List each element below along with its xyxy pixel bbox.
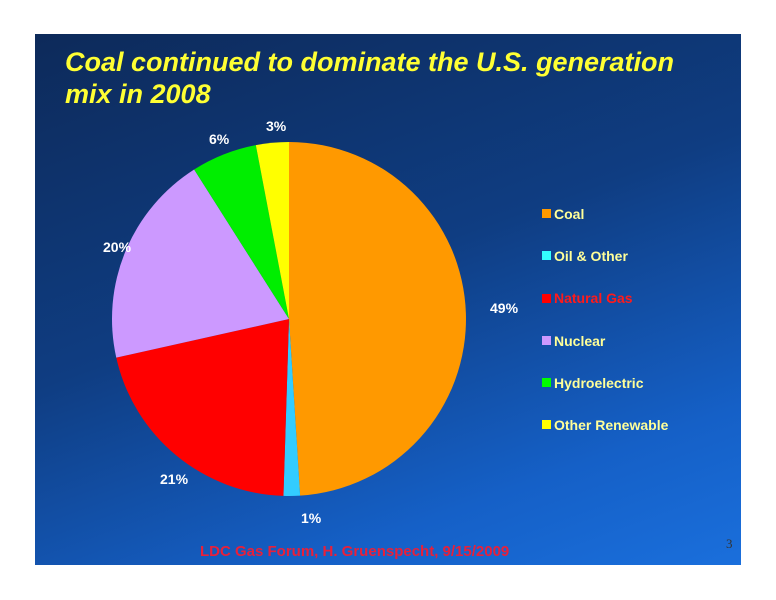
pie-slice-oil-other [283,319,301,496]
slide-title: Coal continued to dominate the U.S. gene… [65,47,675,109]
legend-label: Other Renewable [554,416,669,433]
legend-item: Other Renewable [542,416,668,434]
pie-slice-other-renewable [255,142,289,319]
legend-swatch [542,293,551,303]
pie-percent-label: 20% [103,239,132,255]
legend-label: Coal [554,205,585,222]
pie-chart: 49% 1% 21% 20% 6% 3% [103,118,519,526]
pie-percent-label: 21% [160,471,189,487]
legend-label: Oil & Other [554,247,628,264]
legend-label: Nuclear [554,332,606,349]
pie-slices [111,142,466,496]
pie-percent-label: 1% [301,510,322,526]
pie-slice-hydroelectric [194,145,289,319]
legend-item: Nuclear [542,332,605,350]
page-number: 3 [726,536,733,551]
legend-swatch [542,378,551,388]
legend-item: Hydroelectric [542,374,643,392]
pie-percent-label: 6% [209,131,230,147]
legend-swatch [542,209,551,219]
legend-label: Natural Gas [554,290,633,307]
pie-slice-coal [289,142,466,496]
legend-swatch [542,335,551,345]
pie-slice-natural-gas [116,319,289,496]
pie-slice-nuclear [111,169,289,358]
legend-item: Natural Gas [542,289,633,307]
legend-item: Oil & Other [542,247,628,265]
pie-percent-labels: 49% 1% 21% 20% 6% 3% [103,118,519,526]
slide-footer: LDC Gas Forum, H. Gruenspecht, 9/15/2009 [200,543,510,560]
pie-percent-label: 49% [490,300,519,316]
legend-swatch [542,251,551,261]
slide: Coal continued to dominate the U.S. gene… [35,34,741,565]
legend-label: Hydroelectric [554,374,644,391]
legend-swatch [542,420,551,430]
pie-percent-label: 3% [266,118,287,134]
legend-item: Coal [542,205,584,223]
